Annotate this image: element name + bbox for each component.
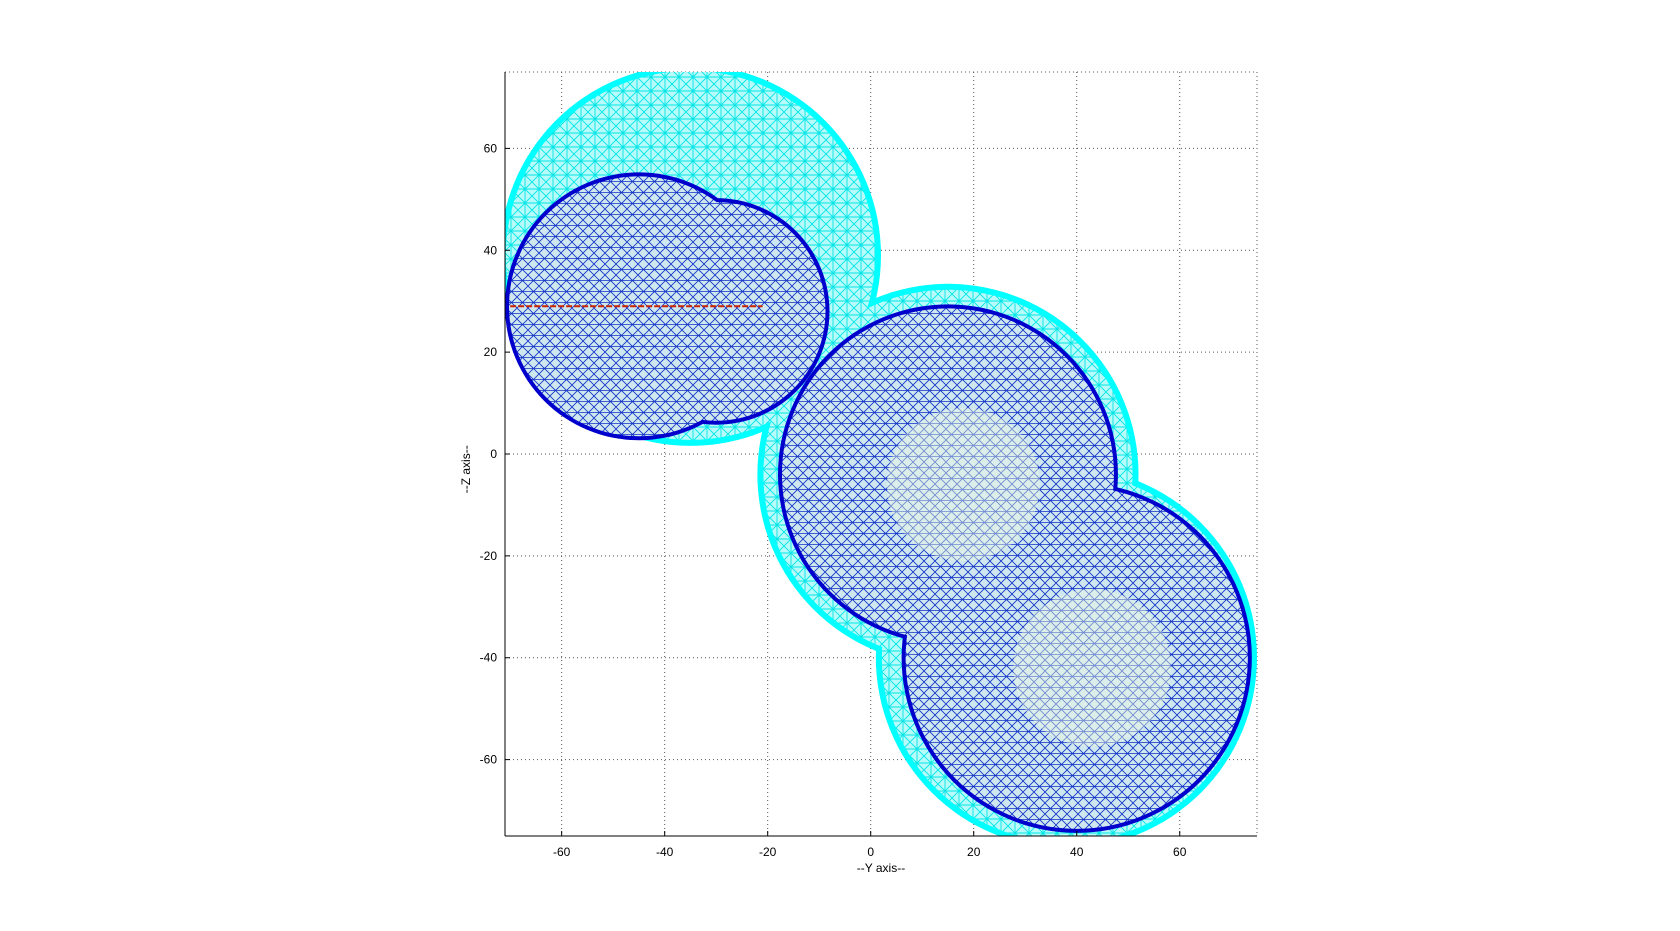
y-tick-label: -20 — [480, 549, 498, 563]
y-axis-label: --Z axis-- — [459, 445, 473, 493]
inner-sphere — [606, 202, 826, 421]
x-tick-label: 60 — [1173, 845, 1187, 859]
x-tick-label: 40 — [1070, 845, 1084, 859]
inner-highlight — [886, 408, 1040, 562]
y-tick-label: -40 — [480, 651, 498, 665]
x-tick-label: 20 — [967, 845, 981, 859]
y-tick-label: 40 — [484, 243, 498, 257]
inner-highlight — [1013, 589, 1171, 747]
y-tick-label: -60 — [480, 753, 498, 767]
axes — [504, 72, 1257, 837]
x-tick-label: -60 — [553, 845, 571, 859]
y-tick-label: 20 — [484, 345, 498, 359]
y-tick-label: 60 — [484, 141, 498, 155]
x-axis-label: --Y axis-- — [857, 861, 905, 875]
inner-sphere — [905, 486, 1248, 829]
x-tick-label: 0 — [867, 845, 874, 859]
mesh-plot — [505, 72, 1257, 836]
x-tick-label: -20 — [759, 845, 777, 859]
tick-labels: -60 -40 -20 0 20 40 60 60 40 20 0 -20 -40 -60 — [480, 141, 1187, 859]
y-tick-label: 0 — [490, 447, 497, 461]
x-tick-label: -40 — [656, 845, 674, 859]
